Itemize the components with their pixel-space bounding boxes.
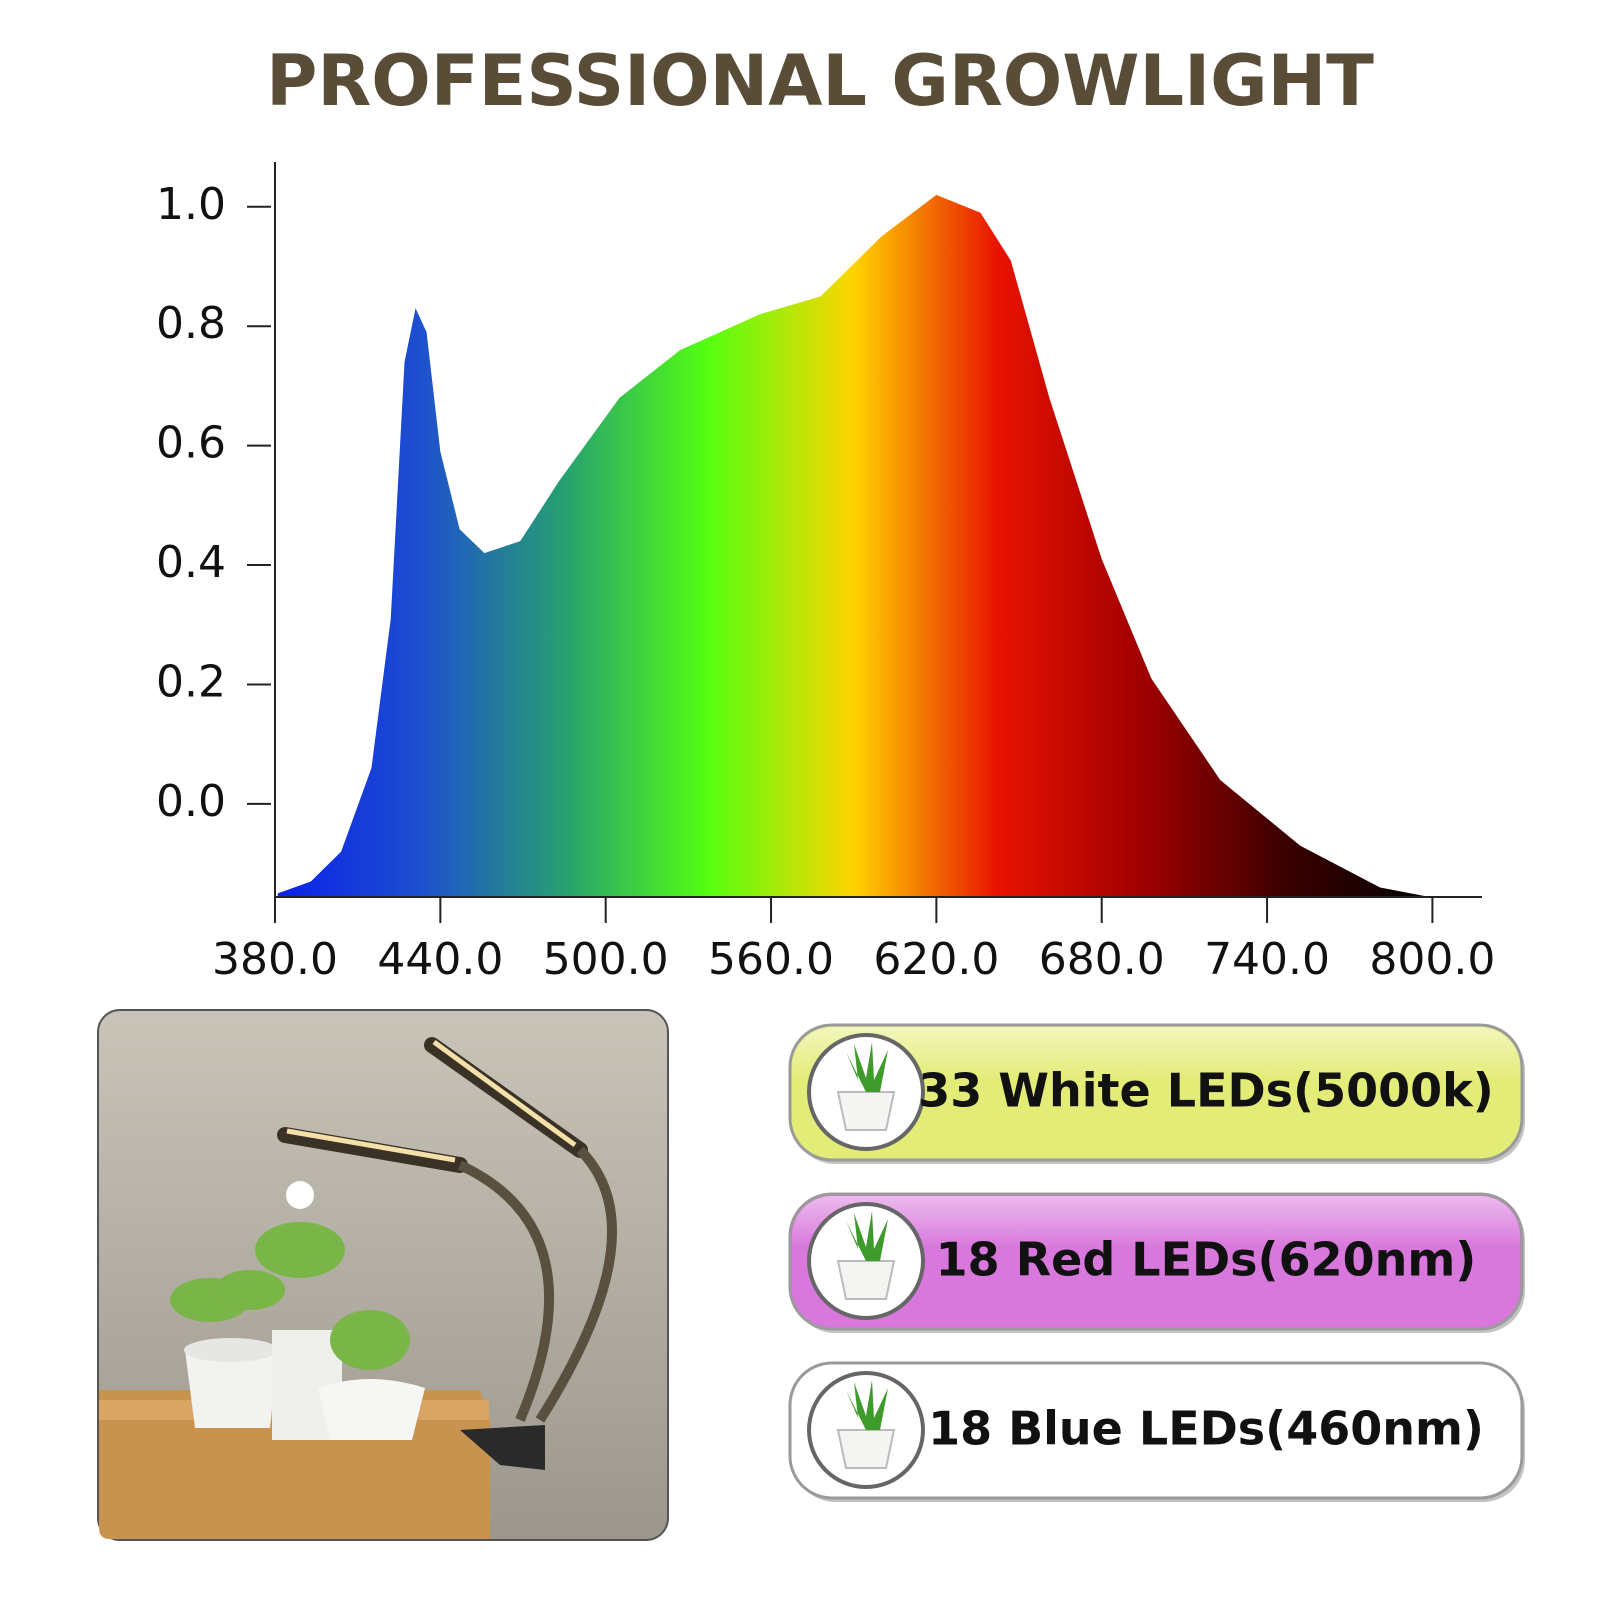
- feature-pill-gloss: [792, 1365, 1520, 1496]
- y-tick-label: 0.8: [156, 298, 226, 349]
- x-tick-label: 560.0: [708, 934, 834, 985]
- feature-pill-gloss: [792, 1196, 1520, 1327]
- spectrum-area: [277, 194, 1430, 897]
- y-tick-label: 0.6: [156, 418, 226, 469]
- chart-title: PROFESSIONAL GROWLIGHT: [266, 40, 1374, 122]
- x-tick-label: 440.0: [377, 934, 503, 985]
- y-tick-label: 1.0: [156, 179, 226, 230]
- plant-icon-leaves: [846, 1042, 888, 1092]
- x-tick-label: 740.0: [1204, 934, 1330, 985]
- feature-list: 33 White LEDs(5000k) 18 Red LEDs(620nm) 18…: [788, 1023, 1525, 1502]
- x-tick-label: 380.0: [212, 934, 338, 985]
- feature-item: 18 Blue LEDs(460nm): [788, 1361, 1525, 1502]
- chart: 0.0 0.2 0.4 0.6 0.8 1.0 380.0 440.0 500.0 560.0 62…: [156, 162, 1495, 985]
- plant-icon-pot: [836, 1260, 896, 1300]
- feature-item: 18 Red LEDs(620nm): [788, 1192, 1525, 1333]
- plant-icon-pot: [836, 1091, 896, 1131]
- x-tick-label: 680.0: [1039, 934, 1165, 985]
- product-photo: [97, 1009, 669, 1541]
- feature-label: 18 Blue LEDs(460nm): [928, 1402, 1484, 1456]
- feature-label: 33 White LEDs(5000k): [918, 1064, 1493, 1118]
- plant-icon-pot: [836, 1429, 896, 1469]
- y-tick-label: 0.4: [156, 537, 226, 588]
- y-tick-label: 0.0: [156, 776, 226, 827]
- plant-icon-leaves: [846, 1380, 888, 1430]
- feature-label: 18 Red LEDs(620nm): [936, 1233, 1477, 1287]
- x-tick-label: 800.0: [1369, 934, 1495, 985]
- plant-icon-leaves: [846, 1211, 888, 1261]
- x-tick-label: 620.0: [873, 934, 999, 985]
- x-tick-label: 500.0: [543, 934, 669, 985]
- y-tick-label: 0.2: [156, 656, 226, 707]
- feature-pill-gloss: [792, 1027, 1520, 1158]
- feature-item: 33 White LEDs(5000k): [788, 1023, 1525, 1164]
